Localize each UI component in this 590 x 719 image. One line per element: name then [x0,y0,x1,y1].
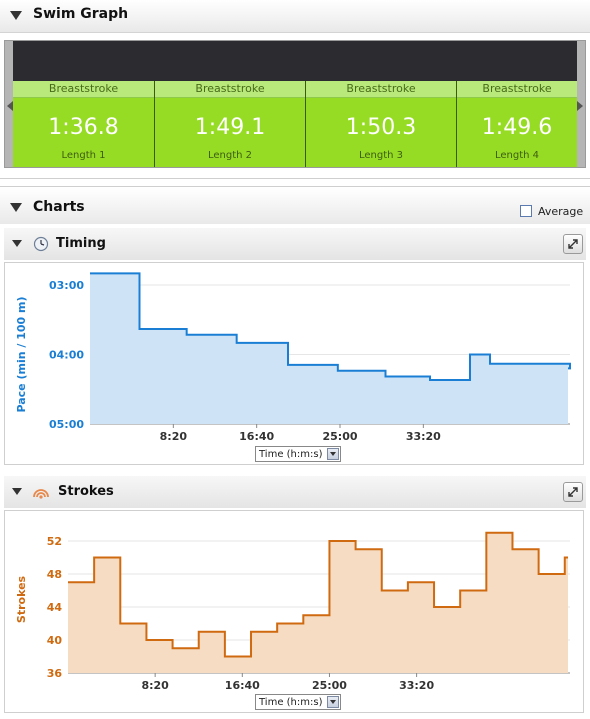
y-axis-label: Pace (min / 100 m) [15,296,28,412]
series-area [90,273,570,424]
expand-icon [568,487,578,497]
y-axis-label: Strokes [15,575,28,623]
y-tick-label: 03:00 [49,279,84,292]
strokes-title: Strokes [58,484,114,499]
length-cell[interactable]: Breaststroke 1:49.6 Length 4 [457,81,577,167]
strokes-chart: 36 40 44 48 52 8:20 16:40 25:00 33:20 Strokes [15,531,570,692]
length-stroke: Breaststroke [155,81,305,98]
length-stroke: Breaststroke [306,81,456,98]
timing-header[interactable]: Timing [4,228,586,260]
length-label: Length 4 [494,150,540,161]
length-time: 1:49.1 [194,115,266,140]
strokes-select-value: Time (h:m:s) [259,697,323,708]
length-cell[interactable]: Breaststroke 1:50.3 Length 3 [306,81,457,167]
series-line [90,272,571,381]
strokes-expand-button[interactable] [563,482,583,502]
timing-select-value: Time (h:m:s) [259,449,323,460]
y-tick-label: 04:00 [49,349,84,362]
length-cell[interactable]: Breaststroke 1:36.8 Length 1 [13,81,155,167]
charts-title: Charts [33,199,85,215]
swim-graph-title: Swim Graph [33,6,129,22]
timing-chart: 03:00 04:00 05:00 8:20 16:40 25:00 33:20 Pace (… [15,272,571,443]
y-tick-label: 52 [47,535,62,548]
length-label: Length 3 [358,150,404,161]
length-time: 1:50.3 [345,115,417,140]
x-tick-label: 25:00 [322,430,357,443]
y-tick-label: 48 [47,568,62,581]
dropdown-arrow-icon[interactable] [327,448,339,460]
length-time: 1:36.8 [48,115,119,140]
length-cell[interactable]: Breaststroke 1:49.1 Length 2 [155,81,306,167]
charts-header[interactable]: Charts Average [0,188,590,224]
series-line [68,531,568,658]
expand-icon [568,239,578,249]
y-tick-label: 05:00 [49,418,84,431]
strokes-x-axis-select[interactable]: Time (h:m:s) [255,694,341,710]
x-tick-label: 8:20 [160,430,188,443]
length-stroke: Breaststroke [13,81,154,98]
strokes-header[interactable]: Strokes [4,476,586,508]
x-tick-label: 16:40 [225,679,260,692]
x-tick-label: 33:20 [399,679,434,692]
y-tick-label: 40 [47,634,63,647]
average-checkbox[interactable] [520,205,532,217]
y-tick-label: 44 [47,601,63,614]
scroll-left-arrow-icon[interactable] [7,101,13,111]
x-tick-label: 8:20 [141,679,169,692]
swim-graph-track [13,41,577,81]
collapse-triangle-icon[interactable] [12,240,22,247]
x-tick-label: 16:40 [239,430,274,443]
length-time: 1:49.6 [481,115,553,140]
swim-graph-strip: Breaststroke 1:36.8 Length 1 Breaststrok… [4,40,586,168]
collapse-triangle-icon[interactable] [10,203,22,212]
series-area [68,532,568,673]
x-tick-label: 33:20 [406,430,441,443]
collapse-triangle-icon[interactable] [10,11,22,20]
average-label: Average [538,205,584,218]
length-label: Length 1 [61,150,106,161]
section-divider [0,178,590,179]
x-tick-label: 25:00 [312,679,347,692]
timing-chart-panel: 03:00 04:00 05:00 8:20 16:40 25:00 33:20 Pace (… [4,262,584,465]
swim-graph-header[interactable]: Swim Graph [0,0,590,33]
timing-expand-button[interactable] [563,234,583,254]
timing-title: Timing [56,236,106,251]
wave-icon [33,489,49,499]
dropdown-arrow-icon[interactable] [327,696,339,708]
length-label: Length 2 [207,150,253,161]
scroll-right-arrow-icon[interactable] [577,101,583,111]
length-stroke: Breaststroke [457,81,577,98]
section-divider [0,186,590,187]
strokes-chart-panel: 36 40 44 48 52 8:20 16:40 25:00 33:20 Strokes Tim… [4,510,584,713]
clock-icon [33,236,49,252]
timing-x-axis-select[interactable]: Time (h:m:s) [255,446,341,462]
collapse-triangle-icon[interactable] [12,488,22,495]
y-tick-label: 36 [47,667,63,680]
